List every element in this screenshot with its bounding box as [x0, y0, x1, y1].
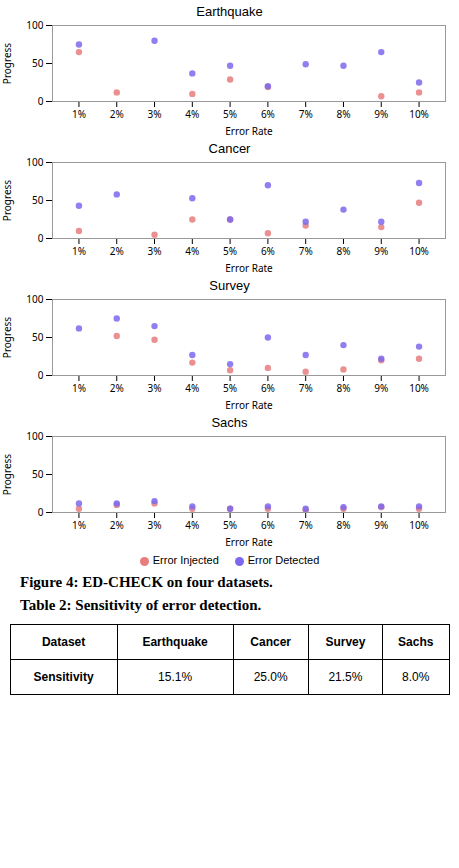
svg-text:8%: 8%: [336, 244, 350, 258]
svg-text:50: 50: [32, 56, 44, 70]
svg-text:6%: 6%: [261, 381, 275, 395]
svg-text:100: 100: [26, 430, 43, 443]
html-text:8.0%: 8.0%: [402, 670, 430, 684]
svg-text:6%: 6%: [261, 518, 275, 532]
html-text:Error Injected: Error Injected: [152, 554, 219, 566]
svg-text:10%: 10%: [409, 381, 429, 395]
svg-text:Progress: Progress: [0, 180, 14, 222]
svg-text:6%: 6%: [261, 107, 275, 121]
svg-text:3%: 3%: [148, 107, 162, 121]
svg-text:0: 0: [38, 94, 44, 108]
svg-text:Error Rate: Error Rate: [225, 535, 273, 549]
svg-text:8%: 8%: [336, 518, 350, 532]
svg-text:7%: 7%: [299, 107, 313, 121]
svg-text:5%: 5%: [223, 107, 237, 121]
svg-text:2%: 2%: [110, 518, 124, 532]
svg-text:50: 50: [32, 193, 44, 207]
svg-text:Progress: Progress: [0, 317, 14, 359]
svg-text:5%: 5%: [223, 381, 237, 395]
svg-text:3%: 3%: [148, 244, 162, 258]
svg-text:10%: 10%: [409, 244, 429, 258]
html-text:Survey: Survey: [209, 278, 250, 293]
svg-text:4%: 4%: [185, 518, 199, 532]
svg-text:1%: 1%: [72, 244, 86, 258]
svg-text:6%: 6%: [261, 244, 275, 258]
svg-text:Error Rate: Error Rate: [225, 124, 273, 138]
html-text:Earthquake: Earthquake: [142, 635, 208, 649]
html-text:Cancer: Cancer: [250, 635, 291, 649]
html-text:Sensitivity: Sensitivity: [33, 670, 94, 684]
svg-text:1%: 1%: [72, 107, 86, 121]
svg-text:Error Rate: Error Rate: [225, 398, 273, 412]
html-text:Earthquake: Earthquake: [196, 4, 263, 19]
svg-text:0: 0: [38, 368, 44, 382]
svg-text:Progress: Progress: [0, 43, 14, 85]
svg-text:100: 100: [26, 156, 43, 169]
svg-text:Progress: Progress: [0, 454, 14, 496]
html-text:Cancer: Cancer: [208, 141, 251, 156]
svg-text:2%: 2%: [110, 244, 124, 258]
svg-text:9%: 9%: [374, 518, 388, 532]
svg-text:100: 100: [26, 19, 43, 32]
svg-text:50: 50: [32, 467, 44, 481]
html-text:Sachs: Sachs: [211, 415, 248, 430]
svg-text:2%: 2%: [110, 381, 124, 395]
svg-text:4%: 4%: [185, 244, 199, 258]
svg-text:7%: 7%: [299, 518, 313, 532]
html-text:Error Detected: Error Detected: [247, 554, 320, 566]
svg-text:9%: 9%: [374, 244, 388, 258]
svg-text:5%: 5%: [223, 518, 237, 532]
svg-text:9%: 9%: [374, 107, 388, 121]
html-text:Survey: Survey: [325, 635, 366, 649]
html-text:Figure 4: ED-CHECK on four dat: Figure 4: ED-CHECK on four datasets.: [20, 574, 273, 590]
svg-text:2%: 2%: [110, 107, 124, 121]
svg-text:50: 50: [32, 330, 44, 344]
svg-text:1%: 1%: [72, 518, 86, 532]
svg-text:9%: 9%: [374, 381, 388, 395]
html-text:21.5%: 21.5%: [328, 670, 363, 684]
svg-text:8%: 8%: [336, 381, 350, 395]
html-text:15.1%: 15.1%: [158, 670, 193, 684]
svg-text:0: 0: [38, 231, 44, 245]
svg-text:4%: 4%: [185, 107, 199, 121]
svg-text:7%: 7%: [299, 244, 313, 258]
svg-text:8%: 8%: [336, 107, 350, 121]
svg-text:Error Rate: Error Rate: [225, 261, 273, 275]
svg-text:7%: 7%: [299, 381, 313, 395]
html-text:25.0%: 25.0%: [253, 670, 288, 684]
html-text:Table 2: Sensitivity of error: Table 2: Sensitivity of error detection.: [20, 597, 262, 613]
svg-text:3%: 3%: [148, 381, 162, 395]
svg-text:100: 100: [26, 293, 43, 306]
svg-text:5%: 5%: [223, 244, 237, 258]
svg-text:10%: 10%: [409, 107, 429, 121]
svg-text:0: 0: [38, 505, 44, 519]
svg-text:1%: 1%: [72, 381, 86, 395]
svg-text:10%: 10%: [409, 518, 429, 532]
svg-text:3%: 3%: [148, 518, 162, 532]
svg-text:4%: 4%: [185, 381, 199, 395]
html-text:Sachs: Sachs: [398, 635, 434, 649]
html-text:Dataset: Dataset: [41, 635, 86, 649]
